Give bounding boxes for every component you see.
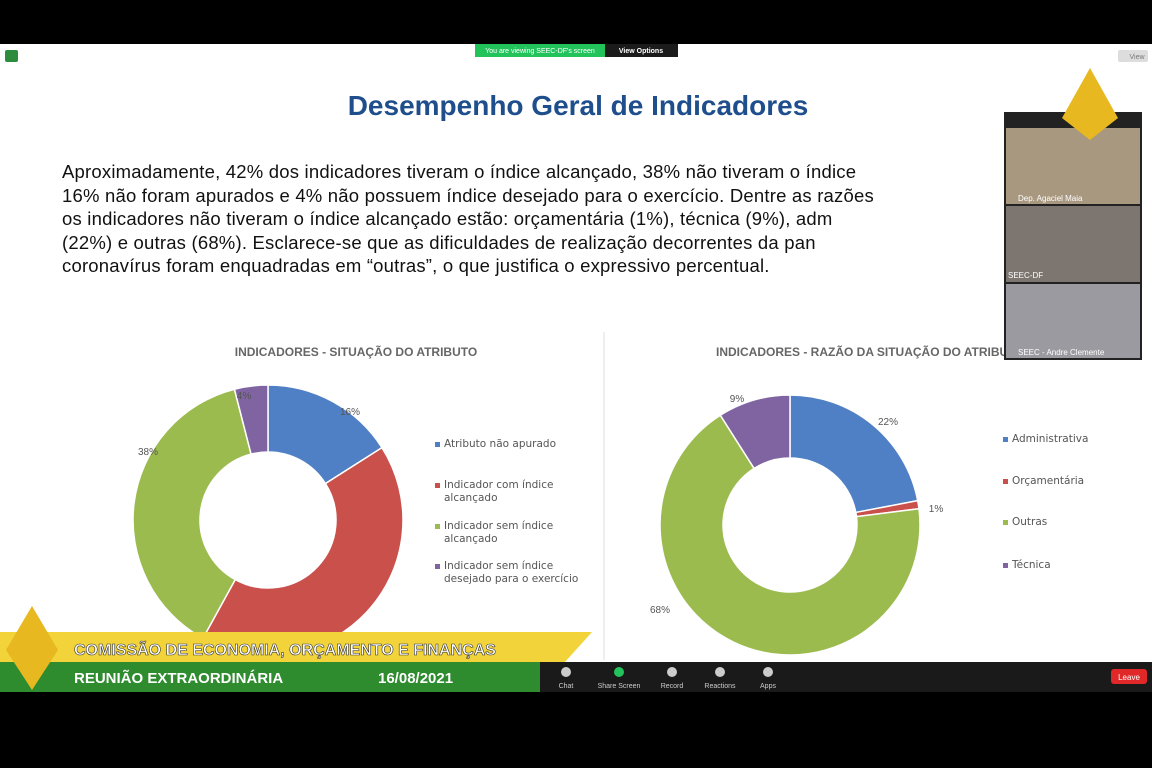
- data-label: 4%: [237, 391, 252, 402]
- data-label: 22%: [878, 417, 898, 428]
- legend-label: Indicador sem índice alcançado: [444, 520, 554, 545]
- donut-segment: [132, 388, 253, 640]
- toolbar-label[interactable]: Apps: [760, 683, 776, 690]
- banner-logo: [6, 606, 58, 690]
- paragraph-line: os indicadores não tiveram o índice alca…: [62, 208, 833, 229]
- slide-title: Desempenho Geral de Indicadores: [348, 90, 809, 121]
- donut-segment: [659, 414, 921, 656]
- legend-swatch: [435, 524, 440, 529]
- viewing-text: You are viewing SEEC-DF's screen: [485, 48, 595, 55]
- legend-swatch: [1003, 563, 1008, 568]
- video-tile: [1006, 128, 1140, 204]
- donut-segment: [233, 384, 269, 456]
- view-text[interactable]: View: [1129, 54, 1145, 61]
- view-button[interactable]: [1118, 50, 1148, 62]
- view-options-button[interactable]: [605, 44, 678, 57]
- legend-label: Indicador sem índice desejado para o exe…: [444, 560, 579, 585]
- banner-meeting: REUNIÃO EXTRAORDINÁRIA: [74, 669, 283, 687]
- legend-swatch: [1003, 520, 1008, 525]
- toolbar-items: Chat Share Screen Record Reactions Apps: [559, 667, 776, 690]
- view-options-text[interactable]: View Options: [619, 48, 663, 55]
- banner-green: [0, 662, 560, 692]
- legend-label: Outras: [1012, 516, 1048, 528]
- toolbar-icon[interactable]: [614, 667, 624, 677]
- legend-swatch: [1003, 437, 1008, 442]
- banner-date: 16/08/2021: [378, 670, 453, 687]
- chart-title: INDICADORES - SITUAÇÃO DO ATRIBUTO: [235, 344, 477, 359]
- paragraph-line: coronavírus foram enquadradas em “outras…: [62, 255, 770, 276]
- toolbar: [540, 662, 1152, 692]
- toolbar-label[interactable]: Share Screen: [598, 683, 641, 690]
- participant-name: Dep. Agaciel Maia: [1018, 194, 1083, 203]
- toolbar-label[interactable]: Reactions: [704, 683, 736, 690]
- legend-label: Orçamentária: [1012, 475, 1085, 487]
- leave-button[interactable]: [1111, 669, 1147, 684]
- security-icon: [5, 50, 18, 62]
- legend-swatch: [435, 442, 440, 447]
- paragraph-line: Aproximadamente, 42% dos indicadores tiv…: [62, 161, 857, 182]
- legend-swatch: [435, 483, 440, 488]
- toolbar-icon[interactable]: [667, 667, 677, 677]
- legend-label: Administrativa: [1012, 433, 1089, 445]
- paragraph: Aproximadamente, 42% dos indicadores tiv…: [62, 160, 1002, 278]
- participant-name: SEEC-DF: [1008, 271, 1043, 280]
- data-label: 16%: [340, 407, 360, 418]
- logo: [1062, 68, 1118, 140]
- donut-segment: [719, 394, 791, 470]
- participant-name: SEEC - Andre Clemente: [1018, 348, 1105, 357]
- paragraph-line: (22%) e outras (68%). Esclarece-se que a…: [62, 231, 816, 253]
- donut-segment: [789, 394, 919, 514]
- video-tile: [1006, 206, 1140, 282]
- legend-label: Técnica: [1012, 559, 1051, 571]
- video-panel: Dep. Agaciel Maia SEEC-DF SEEC - Andre C…: [1004, 112, 1142, 360]
- legend-label: Indicador com índice alcançado: [444, 479, 554, 504]
- chart-title: INDICADORES - RAZÃO DA SITUAÇÃO DO ATRIB…: [716, 344, 1025, 359]
- toolbar-label[interactable]: Chat: [559, 683, 574, 690]
- legend-label: Atributo não apurado: [444, 438, 556, 450]
- legend-swatch: [435, 564, 440, 569]
- data-label: 38%: [138, 447, 158, 458]
- leave-text[interactable]: Leave: [1118, 673, 1140, 682]
- banner-yellow: [0, 632, 592, 662]
- data-label: 68%: [650, 605, 670, 616]
- video-tile: [1006, 284, 1140, 358]
- viewing-pill: [475, 44, 605, 57]
- banner-committee: COMISSÃO DE ECONOMIA, ORÇAMENTO E FINANÇ…: [74, 639, 496, 659]
- toolbar-icon[interactable]: [763, 667, 773, 677]
- paragraph-line: 16% não foram apurados e 4% não possuem …: [62, 184, 874, 206]
- toolbar-icon[interactable]: [715, 667, 725, 677]
- toolbar-icon[interactable]: [561, 667, 571, 677]
- toolbar-label[interactable]: Record: [661, 683, 684, 690]
- charts: 16% 38% 4% 22% 1% 68% 9%: [132, 384, 1008, 656]
- donut-segment: [267, 384, 384, 485]
- legend-swatch: [1003, 479, 1008, 484]
- data-label: 1%: [929, 504, 944, 515]
- data-label: 9%: [730, 394, 745, 405]
